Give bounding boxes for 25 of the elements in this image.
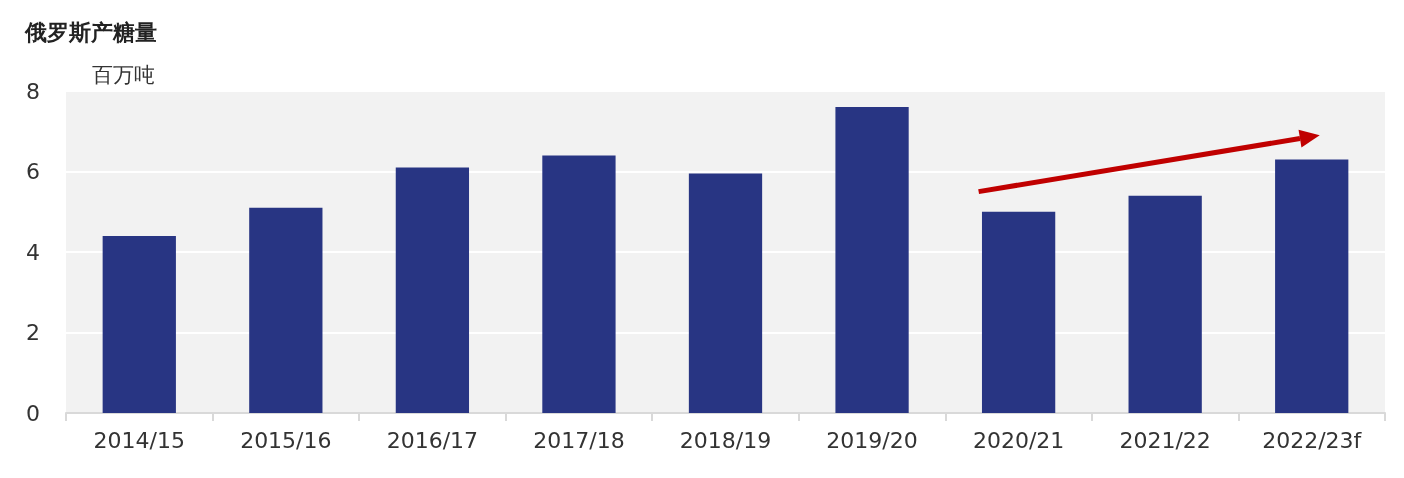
- bar: [395, 167, 470, 413]
- bar: [981, 211, 1056, 413]
- bar: [1275, 159, 1349, 413]
- x-tick-label: 2015/16: [240, 427, 332, 453]
- bar: [1128, 195, 1202, 413]
- y-tick-label: 2: [26, 320, 40, 345]
- bar: [688, 173, 763, 413]
- y-tick-label: 8: [26, 78, 40, 104]
- x-tick-label: 2022/23f: [1262, 427, 1363, 453]
- bar: [835, 107, 909, 413]
- y-tick-label: 4: [26, 239, 40, 265]
- x-tick-label: 2014/15: [93, 427, 185, 453]
- y-axis-title: 百万吨: [92, 62, 155, 87]
- y-tick-label: 0: [26, 400, 40, 426]
- x-tick-label: 2018/19: [679, 427, 772, 453]
- x-tick-label: 2020/21: [972, 427, 1065, 453]
- x-tick-label: 2016/17: [386, 427, 479, 453]
- x-tick-label: 2017/18: [533, 427, 625, 453]
- bar: [102, 235, 176, 413]
- y-tick-label: 6: [26, 159, 40, 184]
- bar: [249, 207, 323, 413]
- x-tick-label: 2021/22: [1119, 427, 1211, 453]
- bar: [542, 155, 616, 413]
- chart-title: 俄罗斯产糖量: [24, 19, 157, 45]
- x-tick-label: 2019/20: [826, 427, 918, 453]
